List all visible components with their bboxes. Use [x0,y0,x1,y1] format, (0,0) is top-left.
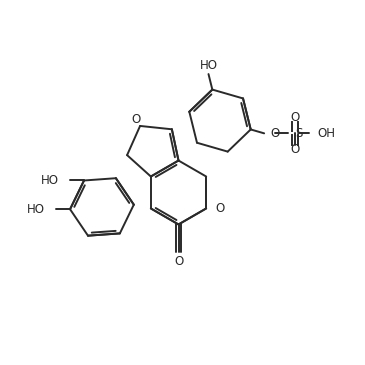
Text: HO: HO [27,203,45,216]
Text: O: O [291,143,300,156]
Text: OH: OH [318,127,336,140]
Text: O: O [174,255,183,268]
Text: O: O [132,113,141,126]
Text: S: S [295,127,303,140]
Text: HO: HO [41,174,59,187]
Text: O: O [215,202,224,215]
Text: O: O [270,127,280,140]
Text: HO: HO [200,59,218,72]
Text: O: O [291,111,300,124]
